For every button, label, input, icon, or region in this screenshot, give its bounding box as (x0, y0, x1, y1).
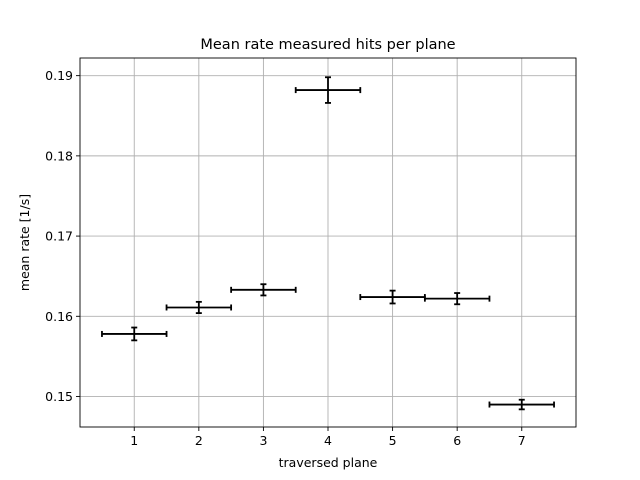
data-point (230, 283, 297, 297)
grid (80, 58, 576, 427)
y-tick-label: 0.19 (45, 68, 73, 83)
y-tick-label: 0.16 (45, 309, 73, 324)
data-point (165, 300, 233, 314)
y-tick-label: 0.18 (45, 148, 73, 163)
data-marks (101, 76, 555, 411)
data-point (294, 76, 362, 104)
data-point (101, 326, 168, 342)
x-tick-label: 5 (389, 433, 397, 448)
chart-title: Mean rate measured hits per plane (200, 37, 455, 53)
x-axis-label: traversed plane (279, 455, 378, 470)
y-tick-label: 0.17 (45, 229, 73, 244)
data-point (488, 398, 555, 411)
axis-ticks: 1 2 3 4 5 6 7 0.15 0.16 0.17 0.18 0.19 (45, 68, 526, 448)
x-tick-label: 6 (453, 433, 461, 448)
y-tick-label: 0.15 (45, 389, 73, 404)
y-axis-label: mean rate [1/s] (17, 194, 32, 291)
x-tick-label: 1 (130, 433, 138, 448)
x-tick-label: 3 (259, 433, 267, 448)
x-tick-label: 4 (324, 433, 332, 448)
x-tick-label: 7 (518, 433, 526, 448)
x-tick-label: 2 (195, 433, 203, 448)
data-point (423, 292, 491, 306)
